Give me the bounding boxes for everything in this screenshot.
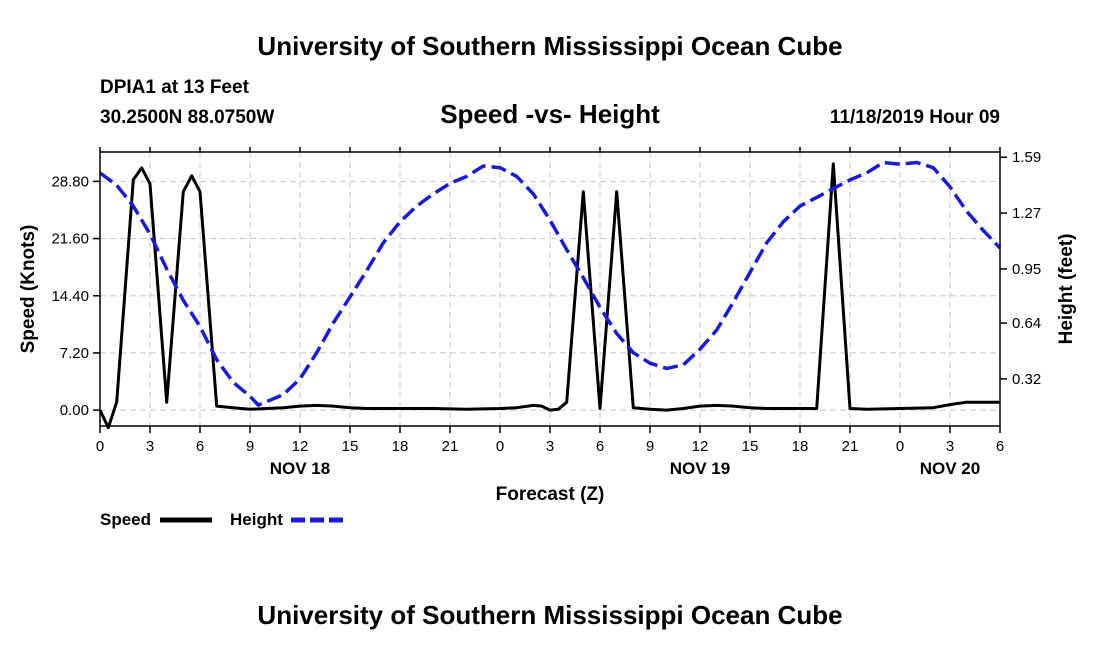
forecast-datetime: 11/18/2019 Hour 09 (829, 107, 1000, 128)
y-right-tick-label: 1.59 (1012, 149, 1041, 166)
legend: Speed Height (100, 510, 343, 529)
x-tick-label: 9 (246, 438, 254, 455)
series-layer (98, 160, 1002, 430)
speed-series-line (98, 162, 1000, 430)
y-right-tick-label: 0.32 (1012, 371, 1041, 388)
y-left-tick-label: 0.00 (60, 402, 89, 419)
legend-speed-label: Speed (100, 510, 151, 529)
page-title: University of Southern Mississippi Ocean… (257, 31, 843, 61)
x-tick-label: 0 (896, 438, 904, 455)
x-tick-label: 0 (496, 438, 504, 455)
y-left-tick-label: 21.60 (51, 231, 89, 248)
y-right-tick-label: 0.64 (1012, 315, 1041, 332)
x-tick-label: 0 (96, 438, 104, 455)
x-tick-label: 3 (146, 438, 154, 455)
y-axis-label-left: Speed (Knots) (18, 225, 39, 354)
x-tick-label: 18 (392, 438, 409, 455)
x-tick-label: 6 (596, 438, 604, 455)
y-right-tick-label: 1.27 (1012, 205, 1041, 222)
x-tick-label: 15 (342, 438, 359, 455)
axis-layer: 0 3 6 9 12 15 18 21 0 3 6 9 12 15 18 21 0 3 6 0.00 7.20 14.40… (51, 147, 1041, 478)
day-label: NOV 20 (920, 459, 980, 478)
speed-height-chart: 0 3 6 9 12 15 18 21 0 3 6 9 12 15 18 21 0 3 6 0.00 7.20 14.40… (18, 147, 1077, 529)
day-label: NOV 18 (270, 459, 330, 478)
day-label: NOV 19 (670, 459, 730, 478)
y-right-tick-label: 0.95 (1012, 261, 1041, 278)
station-label: DPIA1 at 13 Feet (100, 77, 249, 98)
x-tick-label: 12 (692, 438, 709, 455)
x-tick-label: 18 (792, 438, 809, 455)
x-axis-label: Forecast (Z) (496, 484, 605, 505)
x-tick-label: 6 (996, 438, 1004, 455)
chart-title: Speed -vs- Height (440, 99, 660, 129)
x-tick-label: 3 (546, 438, 554, 455)
x-tick-label: 3 (946, 438, 954, 455)
height-series-line (98, 160, 1002, 407)
coordinates-label: 30.2500N 88.0750W (100, 107, 275, 128)
y-left-tick-label: 7.20 (60, 345, 89, 362)
y-axis-label-right: Height (feet) (1056, 234, 1077, 345)
y-left-tick-label: 14.40 (51, 288, 89, 305)
legend-height-label: Height (230, 510, 283, 529)
y-left-tick-label: 28.80 (51, 173, 89, 190)
x-tick-label: 12 (292, 438, 309, 455)
x-tick-label: 21 (842, 438, 859, 455)
footer-title: University of Southern Mississippi Ocean… (257, 600, 843, 630)
x-tick-label: 15 (742, 438, 759, 455)
x-tick-label: 21 (442, 438, 459, 455)
x-tick-label: 9 (646, 438, 654, 455)
x-tick-label: 6 (196, 438, 204, 455)
